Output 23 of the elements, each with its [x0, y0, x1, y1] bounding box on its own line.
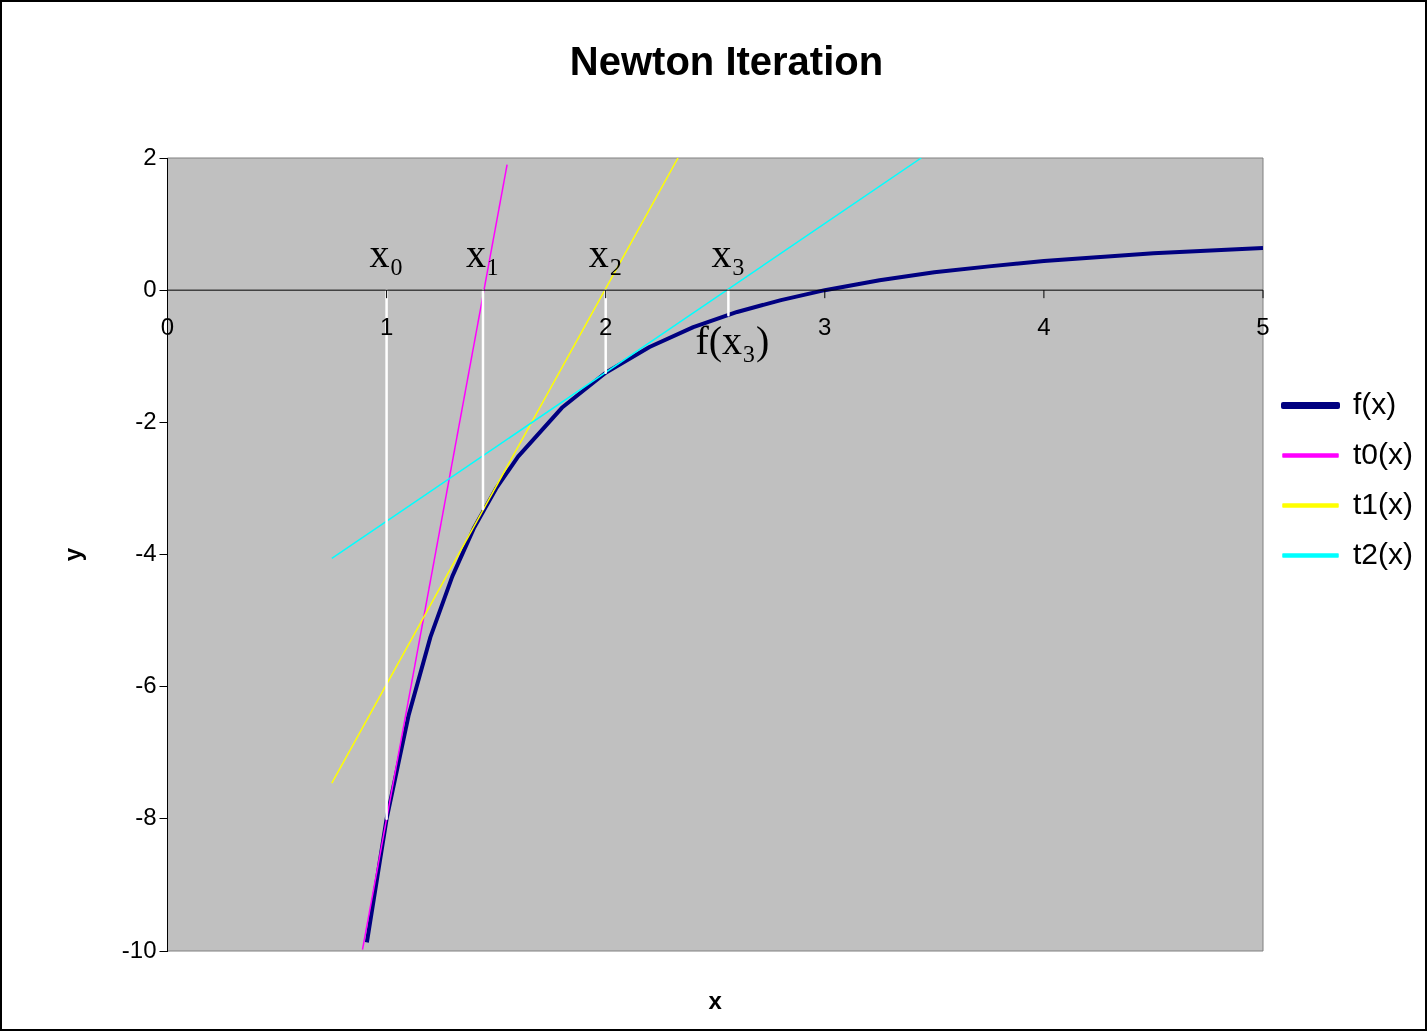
chart-title: Newton Iteration: [569, 39, 884, 84]
y-tick-label: -4: [135, 539, 157, 567]
legend-label: t0(x): [1353, 436, 1413, 470]
legend-label: t2(x): [1353, 536, 1413, 570]
y-tick-label: -8: [135, 803, 157, 831]
y-tick-label: 2: [143, 142, 157, 170]
annotation: x₀: [369, 230, 404, 276]
legend-label: t1(x): [1353, 486, 1413, 520]
y-tick-label: -6: [135, 671, 157, 699]
legend-label: f(x): [1353, 386, 1397, 420]
x-axis-title: x: [708, 987, 723, 1014]
annotation: x₃: [711, 230, 746, 276]
y-tick-label: -10: [121, 935, 157, 963]
y-tick-label: -2: [135, 406, 157, 434]
x-tick-label: 3: [818, 312, 832, 340]
x-tick-label: 4: [1037, 312, 1051, 340]
y-axis-title: y: [59, 547, 87, 562]
annotation: f(x₃): [695, 317, 770, 363]
x-tick-label: 1: [379, 312, 394, 340]
annotation: x₂: [588, 230, 623, 276]
y-tick-label: 0: [143, 274, 157, 302]
x-tick-label: 2: [599, 312, 613, 340]
x-tick-label: 5: [1256, 312, 1270, 340]
